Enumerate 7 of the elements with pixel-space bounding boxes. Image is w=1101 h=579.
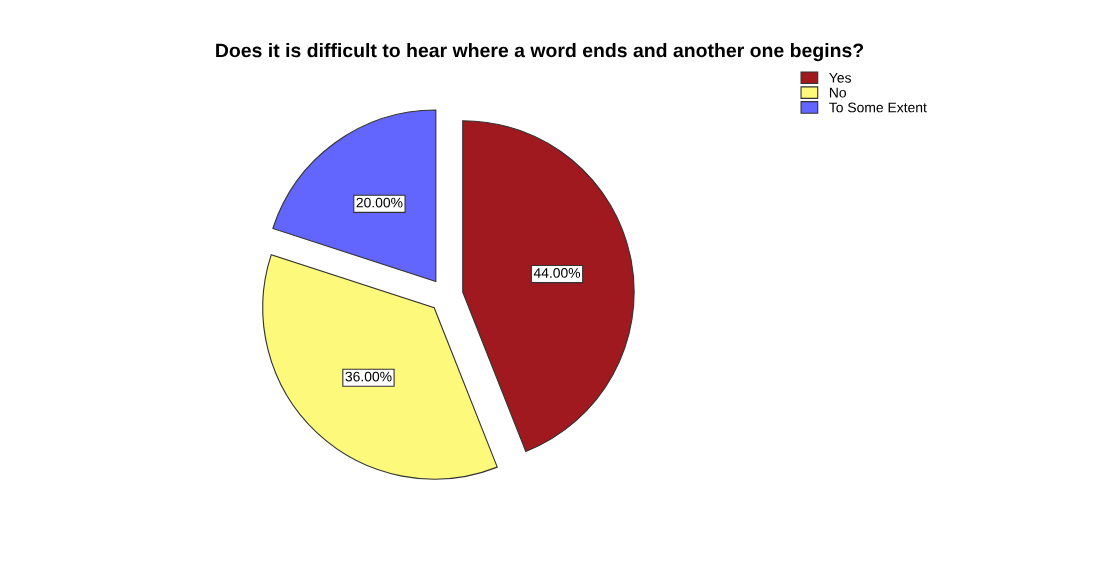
- legend-label: To Some Extent: [829, 102, 927, 113]
- data-label: 20.00%: [356, 197, 403, 208]
- chart-title: Does it is difficult to hear where a word ends and another one begins?: [216, 43, 864, 62]
- data-label: 44.00%: [533, 267, 581, 278]
- legend-label: No: [829, 87, 846, 98]
- data-label: 36.00%: [345, 371, 392, 382]
- legend-label: Yes: [829, 73, 851, 83]
